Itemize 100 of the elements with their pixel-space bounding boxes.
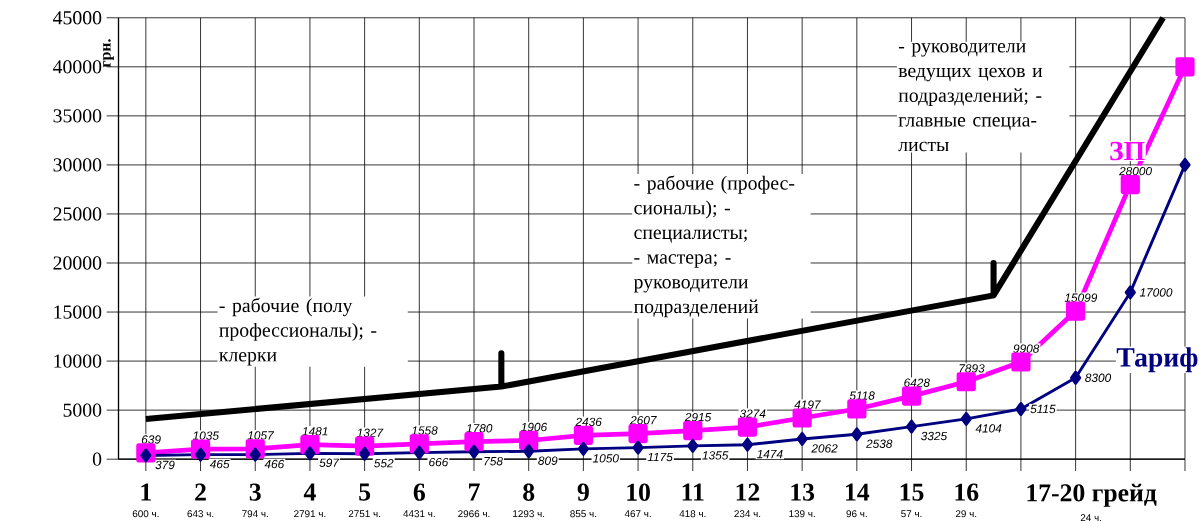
- series-label: Тариф: [1116, 347, 1198, 373]
- point: [956, 371, 976, 392]
- y-tick-label: 25000: [53, 207, 102, 221]
- data-label: 6428: [904, 378, 930, 387]
- data-label: 1057: [247, 431, 275, 440]
- point: [468, 444, 480, 459]
- text: 855 ч.: [570, 510, 597, 518]
- y-tick-label: 20000: [53, 256, 102, 270]
- y-tick-label: 35000: [53, 109, 102, 123]
- point: [628, 423, 648, 444]
- point: [1066, 301, 1086, 321]
- data-label: 1327: [357, 428, 384, 437]
- data-label: 5118: [849, 391, 875, 400]
- text: 24 ч.: [1080, 513, 1101, 521]
- point: [194, 447, 207, 462]
- data-label: 379: [155, 460, 175, 469]
- point: [901, 386, 922, 406]
- x-tick-label: 16: [955, 483, 979, 501]
- point: [741, 437, 754, 452]
- y-tick-label: 0: [92, 452, 102, 466]
- point: [851, 427, 863, 442]
- y-tick-label: 10000: [54, 354, 102, 368]
- data-label: 2436: [575, 417, 602, 426]
- data-label: 1481: [302, 426, 328, 436]
- data-label: 2062: [811, 444, 838, 453]
- data-label: 552: [374, 458, 394, 468]
- point: [1120, 174, 1140, 194]
- text: 643 ч.: [187, 510, 214, 518]
- point: [304, 446, 316, 461]
- point: [1070, 370, 1082, 385]
- x-tick-label: 2: [195, 483, 206, 501]
- y-tick-label: 15000: [54, 305, 102, 319]
- text: 57 ч.: [901, 510, 922, 518]
- data-label: 1035: [192, 431, 220, 440]
- data-label: 465: [209, 459, 230, 469]
- x-tick-label: 4: [303, 483, 316, 501]
- data-label: 639: [141, 435, 161, 444]
- annotation: - руководители ведущих цехов и подразделений; - главные специа-листы: [898, 42, 1043, 152]
- data-label: 1558: [411, 426, 438, 435]
- data-label: 5115: [1030, 404, 1056, 413]
- point: [1179, 157, 1191, 172]
- y-tick-label: 5000: [63, 403, 102, 417]
- data-label: 2607: [630, 415, 657, 425]
- data-label: 4104: [975, 423, 1002, 433]
- data-label: 2538: [866, 439, 893, 448]
- data-label: 809: [538, 456, 558, 465]
- data-label: 666: [429, 457, 449, 467]
- y-tick-label: 40000: [53, 59, 102, 74]
- point: [140, 448, 152, 463]
- text: 1293 ч.: [513, 510, 545, 518]
- x-tick-label: 1: [141, 483, 151, 501]
- annotation: - рабочие (полу профессионалы); - клерки: [219, 297, 377, 366]
- y-tick-label: 45000: [53, 10, 102, 25]
- data-label: 17000: [1139, 288, 1173, 297]
- data-label: 597: [319, 458, 340, 467]
- point: [792, 408, 812, 428]
- point: [683, 420, 703, 441]
- text: 2791 ч.: [294, 510, 326, 518]
- data-label: 8300: [1085, 373, 1112, 382]
- x-tick-label: 11: [682, 483, 704, 501]
- data-label: 466: [264, 459, 285, 469]
- point: [1011, 352, 1031, 372]
- point: [847, 399, 867, 419]
- point: [1124, 285, 1136, 300]
- text: 418 ч.: [679, 510, 706, 518]
- data-label: 758: [484, 456, 503, 466]
- data-label: 1175: [647, 452, 673, 462]
- text: 234 ч.: [734, 510, 761, 518]
- point: [249, 447, 261, 462]
- series-label: ЗП: [1110, 141, 1145, 161]
- text: 600 ч.: [132, 510, 159, 518]
- annotation: - рабочие (профес-сионалы); - специалисты; - мастера; - руководители подразделений: [633, 175, 795, 317]
- point: [359, 446, 371, 461]
- text: 2966 ч.: [458, 510, 490, 518]
- data-label: 1355: [702, 450, 729, 460]
- data-label: 7893: [959, 363, 985, 373]
- y-axis-title: грн.: [103, 39, 114, 67]
- point: [573, 425, 593, 445]
- data-label: 1906: [521, 422, 548, 432]
- x-tick-label: 5: [359, 483, 371, 501]
- point: [413, 445, 425, 460]
- x-tick-label: 7: [469, 483, 480, 501]
- data-label: 9908: [1013, 344, 1040, 353]
- point: [632, 440, 644, 455]
- text: 2751 ч.: [348, 510, 380, 518]
- point: [523, 444, 535, 459]
- data-label: 28000: [1119, 166, 1152, 176]
- x-tick-label: 6: [413, 483, 425, 501]
- text: 96 ч.: [846, 510, 867, 518]
- text: 467 ч.: [624, 510, 651, 518]
- x-tick-label: 14: [846, 483, 870, 501]
- x-tick-label: 10: [627, 483, 650, 501]
- point: [519, 430, 539, 450]
- data-label: 15099: [1064, 293, 1098, 302]
- x-tick-label: 15: [900, 483, 924, 501]
- x-tick-label: 9: [577, 483, 589, 501]
- point: [737, 417, 758, 437]
- text: 794 ч.: [242, 510, 268, 518]
- data-label: 1050: [592, 453, 619, 463]
- x-tick-label: 13: [791, 483, 815, 501]
